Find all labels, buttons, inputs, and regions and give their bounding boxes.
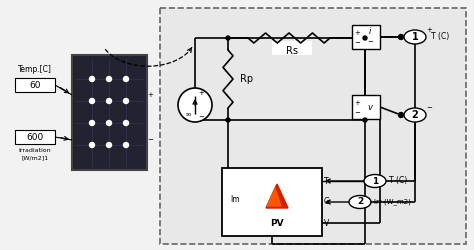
Text: +: + xyxy=(426,27,432,33)
Circle shape xyxy=(399,112,403,117)
Text: Rs: Rs xyxy=(286,46,298,56)
Bar xyxy=(352,25,380,49)
Bar xyxy=(222,168,322,236)
Ellipse shape xyxy=(349,196,371,208)
Text: −: − xyxy=(367,39,373,45)
Bar xyxy=(160,8,466,244)
Ellipse shape xyxy=(404,30,426,44)
Circle shape xyxy=(363,36,367,40)
Text: Irradiation: Irradiation xyxy=(18,148,51,152)
Text: −: − xyxy=(354,40,360,46)
Text: T: T xyxy=(324,176,328,186)
Text: i: i xyxy=(369,28,371,36)
Text: +: + xyxy=(354,30,360,36)
Circle shape xyxy=(90,142,94,148)
Text: +: + xyxy=(198,90,204,96)
Text: 60: 60 xyxy=(29,80,41,90)
Text: [W/m2]1: [W/m2]1 xyxy=(21,156,48,160)
Polygon shape xyxy=(266,184,288,208)
Bar xyxy=(15,78,55,92)
Text: V: V xyxy=(324,218,329,228)
Bar xyxy=(15,130,55,144)
Circle shape xyxy=(226,36,230,40)
Circle shape xyxy=(124,98,128,103)
Text: 1: 1 xyxy=(372,176,378,186)
Text: 2: 2 xyxy=(411,110,419,120)
Circle shape xyxy=(107,98,111,103)
Ellipse shape xyxy=(404,108,426,122)
Circle shape xyxy=(107,142,111,148)
Bar xyxy=(72,55,147,170)
Text: +: + xyxy=(354,100,360,106)
Circle shape xyxy=(90,76,94,82)
Text: Temp.[C]: Temp.[C] xyxy=(18,66,52,74)
Text: Im: Im xyxy=(230,196,240,204)
Text: 600: 600 xyxy=(27,132,44,141)
Text: PV: PV xyxy=(270,220,284,228)
Circle shape xyxy=(399,34,403,40)
Circle shape xyxy=(90,98,94,103)
Text: −: − xyxy=(147,137,153,143)
Ellipse shape xyxy=(364,174,386,188)
Polygon shape xyxy=(267,188,281,206)
Circle shape xyxy=(178,88,212,122)
Circle shape xyxy=(226,118,230,122)
Circle shape xyxy=(124,120,128,126)
Circle shape xyxy=(124,142,128,148)
Text: G: G xyxy=(324,198,330,206)
Text: −: − xyxy=(426,105,432,111)
Text: −: − xyxy=(198,114,204,120)
Text: −: − xyxy=(354,110,360,116)
Text: 2: 2 xyxy=(357,198,363,206)
Circle shape xyxy=(90,120,94,126)
Circle shape xyxy=(363,118,367,122)
Bar xyxy=(272,41,312,55)
Text: so: so xyxy=(186,112,192,117)
Text: T (C): T (C) xyxy=(431,32,449,42)
Circle shape xyxy=(107,120,111,126)
Text: Rp: Rp xyxy=(240,74,253,84)
Circle shape xyxy=(124,76,128,82)
Text: Irr (W_m2): Irr (W_m2) xyxy=(374,198,411,205)
Text: +: + xyxy=(147,92,153,98)
Text: v: v xyxy=(367,104,373,112)
Circle shape xyxy=(107,76,111,82)
Bar xyxy=(352,95,380,119)
Text: T (C): T (C) xyxy=(389,176,407,186)
Text: 1: 1 xyxy=(411,32,419,42)
